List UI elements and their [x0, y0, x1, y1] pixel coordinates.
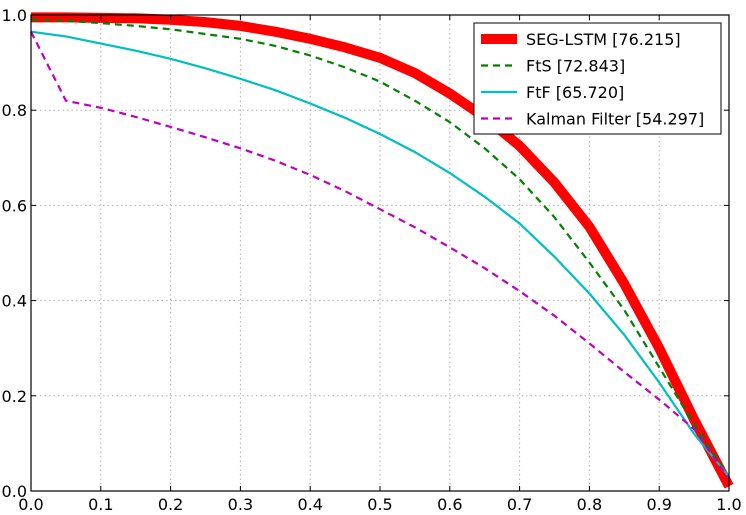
- x-tick-label: 0.4: [297, 495, 322, 514]
- legend-label-0: SEG-LSTM [76.215]: [526, 30, 681, 49]
- legend-label-3: Kalman Filter [54.297]: [526, 110, 704, 129]
- legend-label-1: FtS [72.843]: [526, 57, 625, 76]
- legend: SEG-LSTM [76.215] FtS [72.843] FtF [65.720…: [473, 22, 722, 135]
- y-tick-label: 1.0: [2, 6, 27, 25]
- axis-ticks: 0.0 0.1 0.2 0.3 0.4 0.5 0.6 0.7 0.8 0.9 1.0 0.0 0.2 0…: [2, 6, 742, 514]
- legend-label-2: FtF [65.720]: [526, 83, 624, 102]
- x-tick-label: 0.6: [437, 495, 462, 514]
- y-tick-label: 0.0: [2, 482, 27, 501]
- x-tick-label: 0.7: [507, 495, 532, 514]
- y-tick-label: 0.8: [2, 101, 27, 120]
- series-lines: [30, 12, 734, 489]
- series-line-0: [31, 12, 734, 489]
- grid-lines: [31, 15, 729, 491]
- y-tick-label: 0.2: [2, 387, 27, 406]
- y-tick-label: 0.6: [2, 196, 27, 215]
- series-line-2: [30, 30, 730, 478]
- x-tick-label: 0.9: [646, 495, 671, 514]
- series-line-3: [30, 31, 730, 480]
- series-line-1: [30, 18, 730, 478]
- x-tick-label: 0.3: [228, 495, 253, 514]
- x-tick-label: 0.8: [577, 495, 602, 514]
- x-tick-label: 0.2: [158, 495, 183, 514]
- x-tick-label: 0.1: [88, 495, 113, 514]
- x-tick-label: 1.0: [716, 495, 741, 514]
- x-tick-label: 0.5: [367, 495, 392, 514]
- y-tick-label: 0.4: [2, 292, 27, 311]
- x-tick-label: 0.0: [18, 495, 43, 514]
